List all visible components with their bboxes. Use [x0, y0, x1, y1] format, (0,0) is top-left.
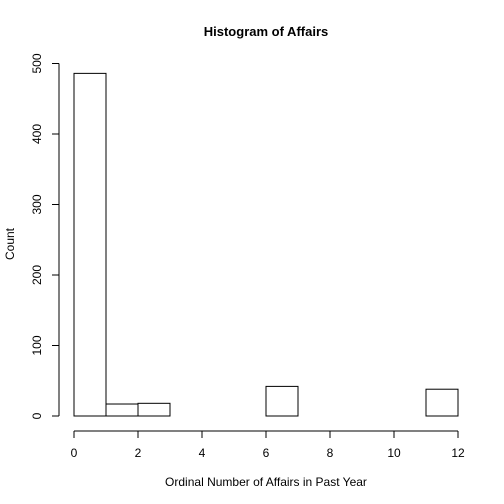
x-tick-label: 4 — [199, 446, 206, 460]
x-axis-label: Ordinal Number of Affairs in Past Year — [165, 475, 367, 489]
y-tick-label: 300 — [30, 194, 44, 214]
x-tick-label: 2 — [135, 446, 142, 460]
histogram-bar — [425, 388, 459, 417]
y-tick-label: 400 — [30, 124, 44, 144]
x-tick-label: 12 — [451, 446, 465, 460]
histogram-bar — [265, 385, 299, 417]
y-tick-label: 0 — [30, 412, 44, 419]
y-axis-label: Count — [3, 227, 17, 260]
y-tick-label: 200 — [30, 265, 44, 285]
y-tick-label: 100 — [30, 335, 44, 355]
histogram-bar — [105, 403, 139, 417]
x-axis: 0 2 4 6 8 10 12 — [71, 430, 465, 460]
chart-title: Histogram of Affairs — [204, 24, 328, 39]
histogram-bar — [73, 72, 107, 417]
x-tick-label: 10 — [387, 446, 401, 460]
x-tick-label: 6 — [263, 446, 270, 460]
y-axis: 0 100 200 300 400 500 — [30, 53, 60, 419]
x-tick-label: 8 — [327, 446, 334, 460]
y-tick-label: 500 — [30, 53, 44, 73]
histogram-bar — [137, 402, 171, 417]
x-tick-label: 0 — [71, 446, 78, 460]
bars-group — [73, 72, 459, 417]
